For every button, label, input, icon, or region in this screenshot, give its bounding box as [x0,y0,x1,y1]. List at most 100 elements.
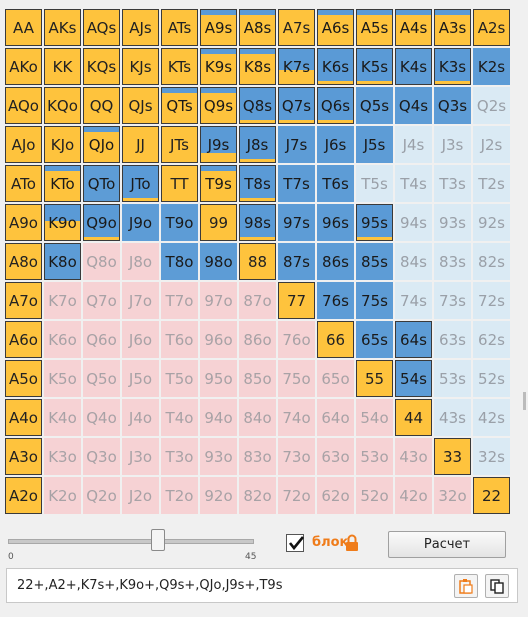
slider-track[interactable] [8,539,254,544]
hand-cell-qts[interactable]: QTs [161,87,198,124]
hand-cell-53o[interactable]: 53o [356,438,393,475]
hand-cell-93o[interactable]: 93o [200,438,237,475]
hand-cell-63o[interactable]: 63o [317,438,354,475]
hand-cell-k3s[interactable]: K3s [434,48,471,85]
hand-cell-a3o[interactable]: A3o [5,438,42,475]
hand-cell-j4s[interactable]: J4s [395,126,432,163]
hand-cell-96o[interactable]: 96o [200,321,237,358]
hand-cell-qq[interactable]: QQ [83,87,120,124]
hand-cell-75o[interactable]: 75o [278,360,315,397]
hand-cell-ajs[interactable]: AJs [122,9,159,46]
hand-cell-k6o[interactable]: K6o [44,321,81,358]
hand-cell-a4s[interactable]: A4s [395,9,432,46]
hand-cell-k5s[interactable]: K5s [356,48,393,85]
hand-cell-ako[interactable]: AKo [5,48,42,85]
hand-cell-j9o[interactable]: J9o [122,204,159,241]
hand-cell-32s[interactable]: 32s [473,438,510,475]
hand-cell-76o[interactable]: 76o [278,321,315,358]
hand-cell-j5s[interactable]: J5s [356,126,393,163]
hand-cell-t8s[interactable]: T8s [239,165,276,202]
hand-cell-a8s[interactable]: A8s [239,9,276,46]
hand-cell-94o[interactable]: 94o [200,399,237,436]
hand-cell-t6s[interactable]: T6s [317,165,354,202]
hand-cell-t7o[interactable]: T7o [161,282,198,319]
hand-cell-j8o[interactable]: J8o [122,243,159,280]
hand-cell-j3o[interactable]: J3o [122,438,159,475]
hand-cell-jto[interactable]: JTo [122,165,159,202]
hand-cell-74o[interactable]: 74o [278,399,315,436]
hand-cell-a9s[interactable]: A9s [200,9,237,46]
hand-cell-83o[interactable]: 83o [239,438,276,475]
hand-cell-t6o[interactable]: T6o [161,321,198,358]
hand-cell-33[interactable]: 33 [434,438,471,475]
block-label[interactable]: блок [312,535,349,550]
hand-cell-a6o[interactable]: A6o [5,321,42,358]
hand-cell-q6s[interactable]: Q6s [317,87,354,124]
hand-cell-k4o[interactable]: K4o [44,399,81,436]
hand-cell-t5s[interactable]: T5s [356,165,393,202]
hand-cell-q9s[interactable]: Q9s [200,87,237,124]
hand-cell-q8s[interactable]: Q8s [239,87,276,124]
hand-cell-93s[interactable]: 93s [434,204,471,241]
hand-cell-54s[interactable]: 54s [395,360,432,397]
hand-cell-83s[interactable]: 83s [434,243,471,280]
hand-cell-t7s[interactable]: T7s [278,165,315,202]
hand-cell-k3o[interactable]: K3o [44,438,81,475]
hand-cell-87o[interactable]: 87o [239,282,276,319]
hand-cell-66[interactable]: 66 [317,321,354,358]
hand-cell-kjo[interactable]: KJo [44,126,81,163]
hand-cell-97o[interactable]: 97o [200,282,237,319]
hand-cell-74s[interactable]: 74s [395,282,432,319]
hand-cell-kqs[interactable]: KQs [83,48,120,85]
hand-cell-98s[interactable]: 98s [239,204,276,241]
hand-cell-43s[interactable]: 43s [434,399,471,436]
hand-cell-k2s[interactable]: K2s [473,48,510,85]
hand-cell-t2o[interactable]: T2o [161,477,198,514]
hand-cell-q4o[interactable]: Q4o [83,399,120,436]
hand-cell-75s[interactable]: 75s [356,282,393,319]
hand-cell-q9o[interactable]: Q9o [83,204,120,241]
hand-cell-t2s[interactable]: T2s [473,165,510,202]
hand-cell-54o[interactable]: 54o [356,399,393,436]
hand-cell-a2s[interactable]: A2s [473,9,510,46]
hand-cell-q2o[interactable]: Q2o [83,477,120,514]
range-text-field[interactable]: 22+,A2+,K7s+,K9o+,Q9s+,QJo,J9s+,T9s [6,568,518,603]
hand-cell-84s[interactable]: 84s [395,243,432,280]
hand-cell-j6s[interactable]: J6s [317,126,354,163]
hand-cell-98o[interactable]: 98o [200,243,237,280]
hand-cell-k9s[interactable]: K9s [200,48,237,85]
hand-cell-53s[interactable]: 53s [434,360,471,397]
hand-cell-97s[interactable]: 97s [278,204,315,241]
hand-cell-j7s[interactable]: J7s [278,126,315,163]
hand-cell-65o[interactable]: 65o [317,360,354,397]
hand-cell-a6s[interactable]: A6s [317,9,354,46]
hand-cell-q5s[interactable]: Q5s [356,87,393,124]
hand-cell-73o[interactable]: 73o [278,438,315,475]
hand-cell-t4s[interactable]: T4s [395,165,432,202]
hand-cell-t9s[interactable]: T9s [200,165,237,202]
hand-cell-j9s[interactable]: J9s [200,126,237,163]
hand-cell-j2o[interactable]: J2o [122,477,159,514]
hand-cell-88[interactable]: 88 [239,243,276,280]
hand-cell-q7o[interactable]: Q7o [83,282,120,319]
hand-cell-77[interactable]: 77 [278,282,315,319]
hand-cell-k6s[interactable]: K6s [317,48,354,85]
hand-cell-a2o[interactable]: A2o [5,477,42,514]
hand-cell-86o[interactable]: 86o [239,321,276,358]
hand-cell-kto[interactable]: KTo [44,165,81,202]
hand-cell-ajo[interactable]: AJo [5,126,42,163]
hand-cell-q3o[interactable]: Q3o [83,438,120,475]
hand-cell-a8o[interactable]: A8o [5,243,42,280]
hand-cell-84o[interactable]: 84o [239,399,276,436]
hand-cell-j2s[interactable]: J2s [473,126,510,163]
hand-cell-q3s[interactable]: Q3s [434,87,471,124]
hand-cell-k7s[interactable]: K7s [278,48,315,85]
hand-cell-qjo[interactable]: QJo [83,126,120,163]
hand-cell-j3s[interactable]: J3s [434,126,471,163]
hand-cell-a9o[interactable]: A9o [5,204,42,241]
hand-cell-j6o[interactable]: J6o [122,321,159,358]
hand-cell-62o[interactable]: 62o [317,477,354,514]
hand-cell-64o[interactable]: 64o [317,399,354,436]
hand-cell-k5o[interactable]: K5o [44,360,81,397]
hand-cell-52s[interactable]: 52s [473,360,510,397]
